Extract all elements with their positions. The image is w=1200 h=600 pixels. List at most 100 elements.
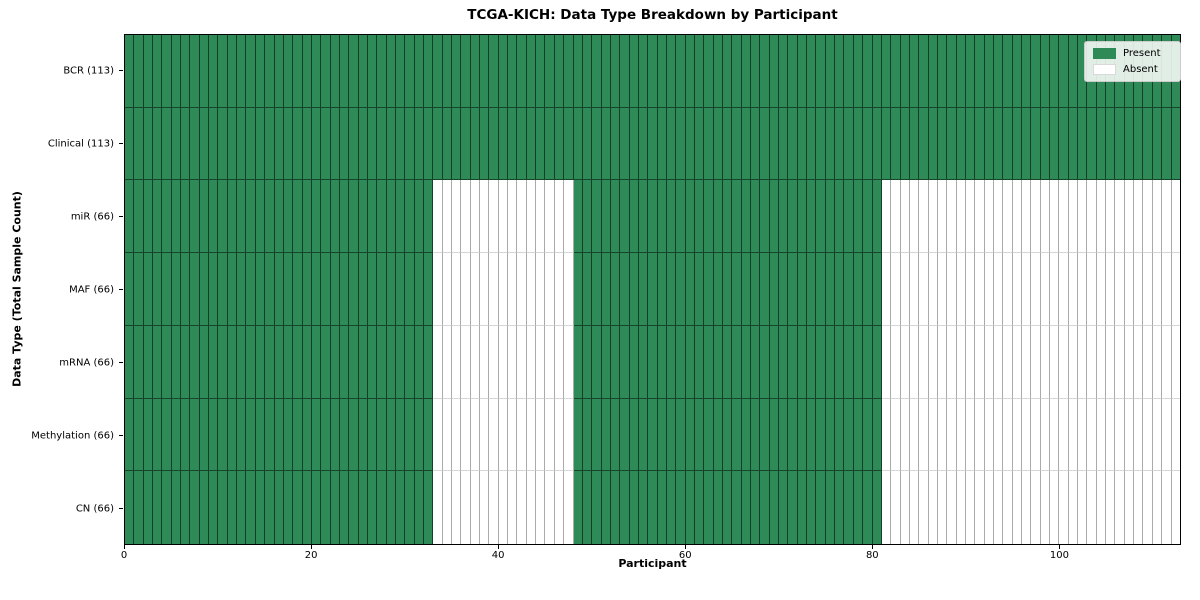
cell-present: [592, 471, 602, 545]
cell-present: [237, 398, 247, 472]
cell-present: [302, 180, 312, 254]
cell-present: [1106, 107, 1116, 181]
cell-present: [255, 35, 266, 108]
cell-absent: [1050, 398, 1060, 472]
cell-present: [694, 471, 705, 545]
cell-present: [545, 35, 555, 108]
cell-present: [788, 398, 798, 472]
cell-absent: [909, 253, 920, 326]
cell-present: [947, 35, 957, 108]
cell-present: [807, 107, 817, 181]
cell-present: [171, 35, 182, 108]
cell-absent: [508, 398, 518, 472]
cell-present: [797, 471, 808, 545]
cell-present: [788, 471, 798, 545]
cell-present: [283, 398, 294, 472]
cell-present: [573, 398, 583, 472]
heatmap-row: [125, 35, 1180, 108]
cell-present: [255, 107, 266, 181]
cell-absent: [881, 253, 892, 326]
cell-present: [321, 471, 331, 545]
cell-absent: [470, 253, 481, 326]
cell-absent: [928, 398, 938, 472]
cell-present: [246, 325, 256, 399]
cell-absent: [1124, 471, 1135, 545]
cell-absent: [480, 398, 490, 472]
cell-present: [592, 398, 602, 472]
cell-present: [405, 398, 415, 472]
cell-absent: [489, 471, 499, 545]
cell-absent: [461, 253, 471, 326]
cell-absent: [1106, 253, 1116, 326]
cell-present: [339, 398, 350, 472]
cell-present: [405, 180, 415, 254]
cell-absent: [919, 398, 929, 472]
cell-present: [723, 180, 733, 254]
cell-present: [424, 107, 434, 181]
cell-present: [657, 107, 667, 181]
cell-present: [872, 398, 882, 472]
cell-absent: [965, 253, 976, 326]
cell-present: [470, 107, 481, 181]
y-tick-label: mRNA (66): [59, 357, 114, 368]
cell-present: [741, 471, 752, 545]
cell-present: [377, 253, 387, 326]
cell-present: [909, 107, 920, 181]
cell-absent: [452, 398, 462, 472]
y-tick-label: Clinical (113): [47, 138, 114, 149]
cell-present: [414, 180, 424, 254]
cell-present: [293, 35, 303, 108]
cell-absent: [508, 471, 518, 545]
y-tick-mark: [119, 435, 123, 436]
cell-absent: [461, 398, 471, 472]
y-tick-mark: [119, 70, 123, 71]
cell-present: [723, 35, 733, 108]
cell-present: [377, 398, 387, 472]
cell-absent: [554, 398, 565, 472]
cell-present: [732, 325, 742, 399]
cell-absent: [1162, 398, 1172, 472]
cell-present: [704, 398, 714, 472]
cell-present: [676, 180, 686, 254]
cell-present: [1171, 107, 1180, 181]
cell-present: [1059, 107, 1069, 181]
cell-present: [386, 35, 396, 108]
cell-absent: [900, 180, 910, 254]
cell-present: [853, 107, 864, 181]
cell-absent: [433, 471, 443, 545]
cell-present: [227, 253, 238, 326]
cell-present: [751, 471, 761, 545]
cell-present: [601, 253, 611, 326]
cell-present: [283, 471, 294, 545]
cell-present: [293, 471, 303, 545]
cell-present: [321, 398, 331, 472]
cell-absent: [1124, 253, 1135, 326]
cell-present: [807, 35, 817, 108]
cell-present: [648, 35, 658, 108]
cell-present: [807, 325, 817, 399]
cell-absent: [480, 253, 490, 326]
cell-absent: [919, 180, 929, 254]
cell-present: [872, 253, 882, 326]
cell-present: [433, 107, 443, 181]
cell-present: [386, 107, 396, 181]
cell-present: [891, 35, 901, 108]
cell-present: [414, 253, 424, 326]
cell-present: [956, 107, 966, 181]
cell-present: [1059, 35, 1069, 108]
cell-absent: [1171, 398, 1180, 472]
cell-present: [311, 325, 322, 399]
cell-present: [732, 471, 742, 545]
cell-absent: [545, 253, 555, 326]
cell-present: [171, 107, 182, 181]
cell-present: [134, 35, 144, 108]
cell-present: [638, 180, 649, 254]
cell-present: [648, 471, 658, 545]
cell-present: [386, 253, 396, 326]
x-tick-label: 0: [120, 550, 128, 561]
cell-present: [835, 107, 845, 181]
cell-present: [218, 253, 228, 326]
cell-absent: [993, 253, 1004, 326]
cell-present: [704, 325, 714, 399]
cell-present: [125, 325, 135, 399]
